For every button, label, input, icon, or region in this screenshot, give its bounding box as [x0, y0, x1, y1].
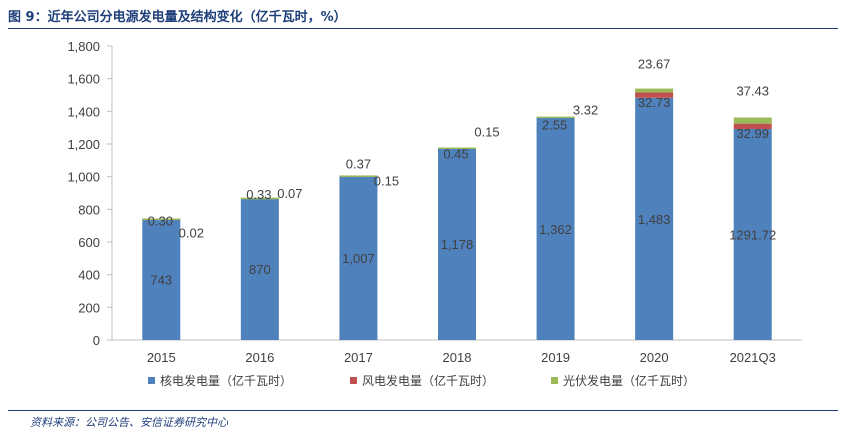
- x-tick-label: 2019: [541, 350, 570, 365]
- y-tick-label: 1,000: [67, 170, 100, 185]
- y-tick-label: 1,600: [67, 72, 100, 87]
- legend-swatch: [148, 377, 155, 384]
- source-rule: [8, 410, 838, 411]
- x-tick-label: 2015: [147, 350, 176, 365]
- title-rule: [8, 28, 838, 29]
- bar-solar: [142, 218, 181, 221]
- figure-title: 图 9：近年公司分电源发电量及结构变化（亿千瓦时，%）: [8, 10, 347, 25]
- legend-swatch: [350, 377, 357, 384]
- y-tick-label: 0: [93, 333, 100, 348]
- data-label-solar: 0.30: [148, 214, 173, 229]
- bar-nuclear: [240, 197, 279, 340]
- data-label-nuclear: 1,483: [638, 212, 671, 227]
- x-tick-label: 2016: [245, 350, 274, 365]
- data-label-nuclear: 743: [150, 272, 172, 287]
- data-label-wind: 0.02: [179, 226, 204, 241]
- data-label-nuclear: 1291.72: [729, 228, 776, 243]
- bar-solar: [339, 175, 378, 177]
- x-tick-label: 2021Q3: [730, 350, 776, 365]
- bar-wind: [733, 123, 772, 130]
- data-label-nuclear: 1,007: [342, 251, 375, 266]
- x-tick-label: 2020: [640, 350, 669, 365]
- data-label-solar: 0.37: [346, 156, 371, 171]
- y-tick-label: 1,400: [67, 104, 100, 119]
- legend-label: 核电发电量（亿千瓦时）: [160, 373, 292, 388]
- bar-solar: [536, 116, 575, 119]
- bar-nuclear: [339, 175, 378, 340]
- y-tick-label: 1,800: [67, 39, 100, 54]
- data-label-solar: 2.55: [542, 118, 567, 133]
- data-label-nuclear: 1,362: [539, 222, 572, 237]
- bar-wind: [635, 92, 674, 98]
- legend-label: 光伏发电量（亿千瓦时）: [563, 373, 695, 388]
- data-label-wind: 3.32: [573, 103, 598, 118]
- bar-nuclear: [438, 147, 476, 340]
- bar-solar: [240, 197, 279, 200]
- bar-solar: [733, 117, 772, 124]
- bar-solar: [438, 147, 476, 149]
- data-label-solar: 37.43: [736, 84, 769, 99]
- y-tick-label: 800: [78, 202, 100, 217]
- y-tick-label: 600: [78, 235, 100, 250]
- data-label-nuclear: 870: [249, 262, 271, 277]
- data-label-wind: 0.15: [374, 173, 399, 188]
- bar-nuclear: [142, 218, 181, 340]
- bar-nuclear: [635, 97, 674, 340]
- y-tick-label: 1,200: [67, 137, 100, 152]
- bar-nuclear: [733, 129, 772, 340]
- data-label-wind: 32.99: [736, 126, 769, 141]
- data-label-solar: 0.33: [246, 187, 271, 202]
- bar-solar: [635, 88, 674, 93]
- data-label-wind: 32.73: [638, 95, 671, 110]
- data-label-solar: 23.67: [638, 57, 671, 72]
- data-label-solar: 0.45: [443, 146, 468, 161]
- x-tick-label: 2017: [344, 350, 373, 365]
- y-tick-label: 200: [78, 300, 100, 315]
- data-label-nuclear: 1,178: [441, 237, 474, 252]
- bar-nuclear: [536, 117, 575, 340]
- x-tick-label: 2018: [443, 350, 472, 365]
- data-label-wind: 0.15: [474, 124, 499, 139]
- legend-swatch: [551, 377, 558, 384]
- y-tick-label: 400: [78, 268, 100, 283]
- source-note: 资料来源：公司公告、安信证券研究中心: [30, 416, 228, 429]
- legend-label: 风电发电量（亿千瓦时）: [362, 373, 494, 388]
- data-label-wind: 0.07: [277, 186, 302, 201]
